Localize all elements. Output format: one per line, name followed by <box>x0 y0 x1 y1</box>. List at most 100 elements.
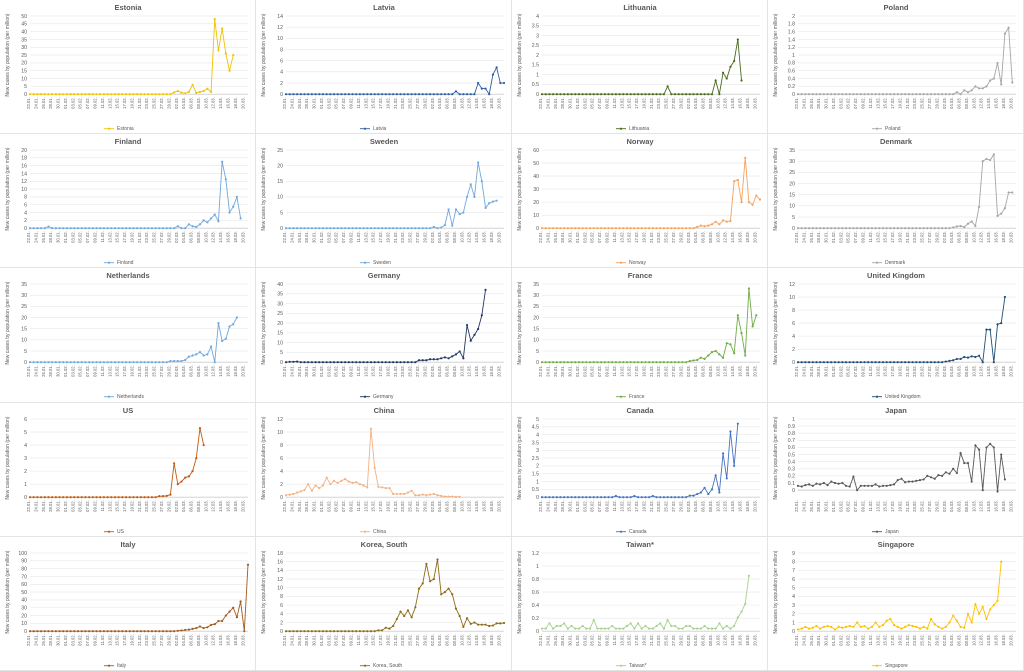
data-point <box>822 361 825 364</box>
data-point <box>826 483 829 486</box>
x-tick-label: 20.03. <box>752 231 757 243</box>
data-point <box>996 214 999 218</box>
data-point <box>625 227 629 230</box>
data-point <box>666 227 669 230</box>
x-tick-label: 06.03. <box>189 231 194 243</box>
y-tick-label: 20 <box>789 182 795 188</box>
data-point <box>358 482 361 485</box>
data-point <box>106 361 109 364</box>
x-tick-label: 02.03. <box>686 634 691 646</box>
series-line <box>797 561 1002 630</box>
x-tick-label: 23.02. <box>144 97 149 109</box>
x-tick-label: 06.03. <box>189 634 194 646</box>
x-tick-label: 13.02. <box>363 366 368 378</box>
x-tick-label: 17.02. <box>122 366 127 378</box>
data-point <box>581 227 584 230</box>
data-point <box>633 627 636 630</box>
data-point <box>465 616 469 620</box>
data-point <box>681 361 684 364</box>
x-tick-label: 30.01. <box>56 366 61 378</box>
data-point <box>484 289 487 292</box>
data-point <box>874 227 877 230</box>
data-point <box>147 227 150 230</box>
data-point <box>596 93 599 96</box>
data-point <box>303 488 306 491</box>
x-tick-label: 22.01. <box>794 366 799 378</box>
x-tick-label: 15.02. <box>115 500 120 512</box>
y-tick-label: 9 <box>792 551 795 557</box>
x-tick-label: 02.03. <box>430 231 435 243</box>
series-line <box>798 297 1006 365</box>
x-tick-label: 02.03. <box>430 97 435 109</box>
x-tick-label: 25.02. <box>920 366 925 378</box>
x-tick-label: 19.02. <box>897 500 902 512</box>
data-point <box>121 495 124 498</box>
x-tick-label: 01.02. <box>575 366 580 378</box>
data-point <box>292 227 295 230</box>
x-tick-label: 19.02. <box>641 500 646 512</box>
data-point <box>458 93 461 96</box>
x-tick-label: 07.02. <box>85 634 90 646</box>
data-point <box>477 623 480 626</box>
data-point <box>996 323 999 326</box>
x-tick-label: 22.01. <box>282 634 287 646</box>
data-point <box>295 629 299 633</box>
data-point <box>209 345 213 349</box>
data-point <box>414 493 417 496</box>
y-tick-label: 12 <box>277 577 283 583</box>
y-tick-label: 20 <box>277 321 283 327</box>
x-tick-label: 07.02. <box>85 231 90 243</box>
legend-label: Taiwan* <box>629 663 647 669</box>
x-tick-label: 20.03. <box>240 634 245 646</box>
x-tick-label: 06.03. <box>701 634 706 646</box>
data-point <box>548 93 551 96</box>
x-tick-label: 19.02. <box>129 231 134 243</box>
data-point <box>640 93 643 96</box>
data-point <box>377 485 380 488</box>
data-point <box>659 495 662 498</box>
x-tick-label: 01.02. <box>831 634 836 646</box>
y-tick-label: 5 <box>24 84 27 90</box>
x-tick-label: 14.03. <box>218 97 223 109</box>
x-tick-label: 17.02. <box>378 231 383 243</box>
data-point <box>714 220 717 223</box>
x-tick-label: 22.01. <box>26 366 31 378</box>
x-tick-label: 14.03. <box>986 634 991 646</box>
data-point <box>369 629 373 633</box>
data-point <box>699 224 702 227</box>
x-tick-label: 03.02. <box>838 500 843 512</box>
x-tick-label: 28.01. <box>304 97 309 109</box>
data-point <box>662 93 666 96</box>
data-point <box>926 93 929 96</box>
data-point <box>235 615 239 619</box>
x-tick-label: 16.03. <box>226 366 231 378</box>
data-point <box>373 466 376 469</box>
data-point <box>574 227 577 230</box>
y-tick-label: 40 <box>533 174 539 180</box>
chart-panel-italy: Italy New cases by population (per millio… <box>0 536 256 671</box>
data-point <box>874 361 877 364</box>
x-tick-label: 07.02. <box>853 97 858 109</box>
data-point <box>336 481 339 484</box>
x-tick-label: 12.03. <box>211 634 216 646</box>
data-point <box>362 227 365 230</box>
data-point <box>432 226 435 229</box>
x-tick-label: 24.01. <box>33 634 38 646</box>
data-point <box>106 495 109 498</box>
data-point <box>937 227 940 230</box>
x-tick-label: 21.02. <box>137 366 142 378</box>
data-point <box>495 66 498 69</box>
data-point <box>344 629 347 633</box>
data-point <box>636 227 640 230</box>
x-tick-label: 02.03. <box>174 97 179 109</box>
chart-title: China <box>374 406 396 415</box>
data-point <box>618 227 621 230</box>
data-point <box>703 93 706 96</box>
data-point <box>692 627 695 630</box>
data-point <box>918 627 922 630</box>
data-point <box>124 227 128 230</box>
y-tick-label: 1.5 <box>532 63 539 69</box>
x-tick-label: 18.03. <box>233 500 238 512</box>
y-tick-label: 2 <box>280 81 283 87</box>
y-tick-label: 20 <box>533 316 539 322</box>
